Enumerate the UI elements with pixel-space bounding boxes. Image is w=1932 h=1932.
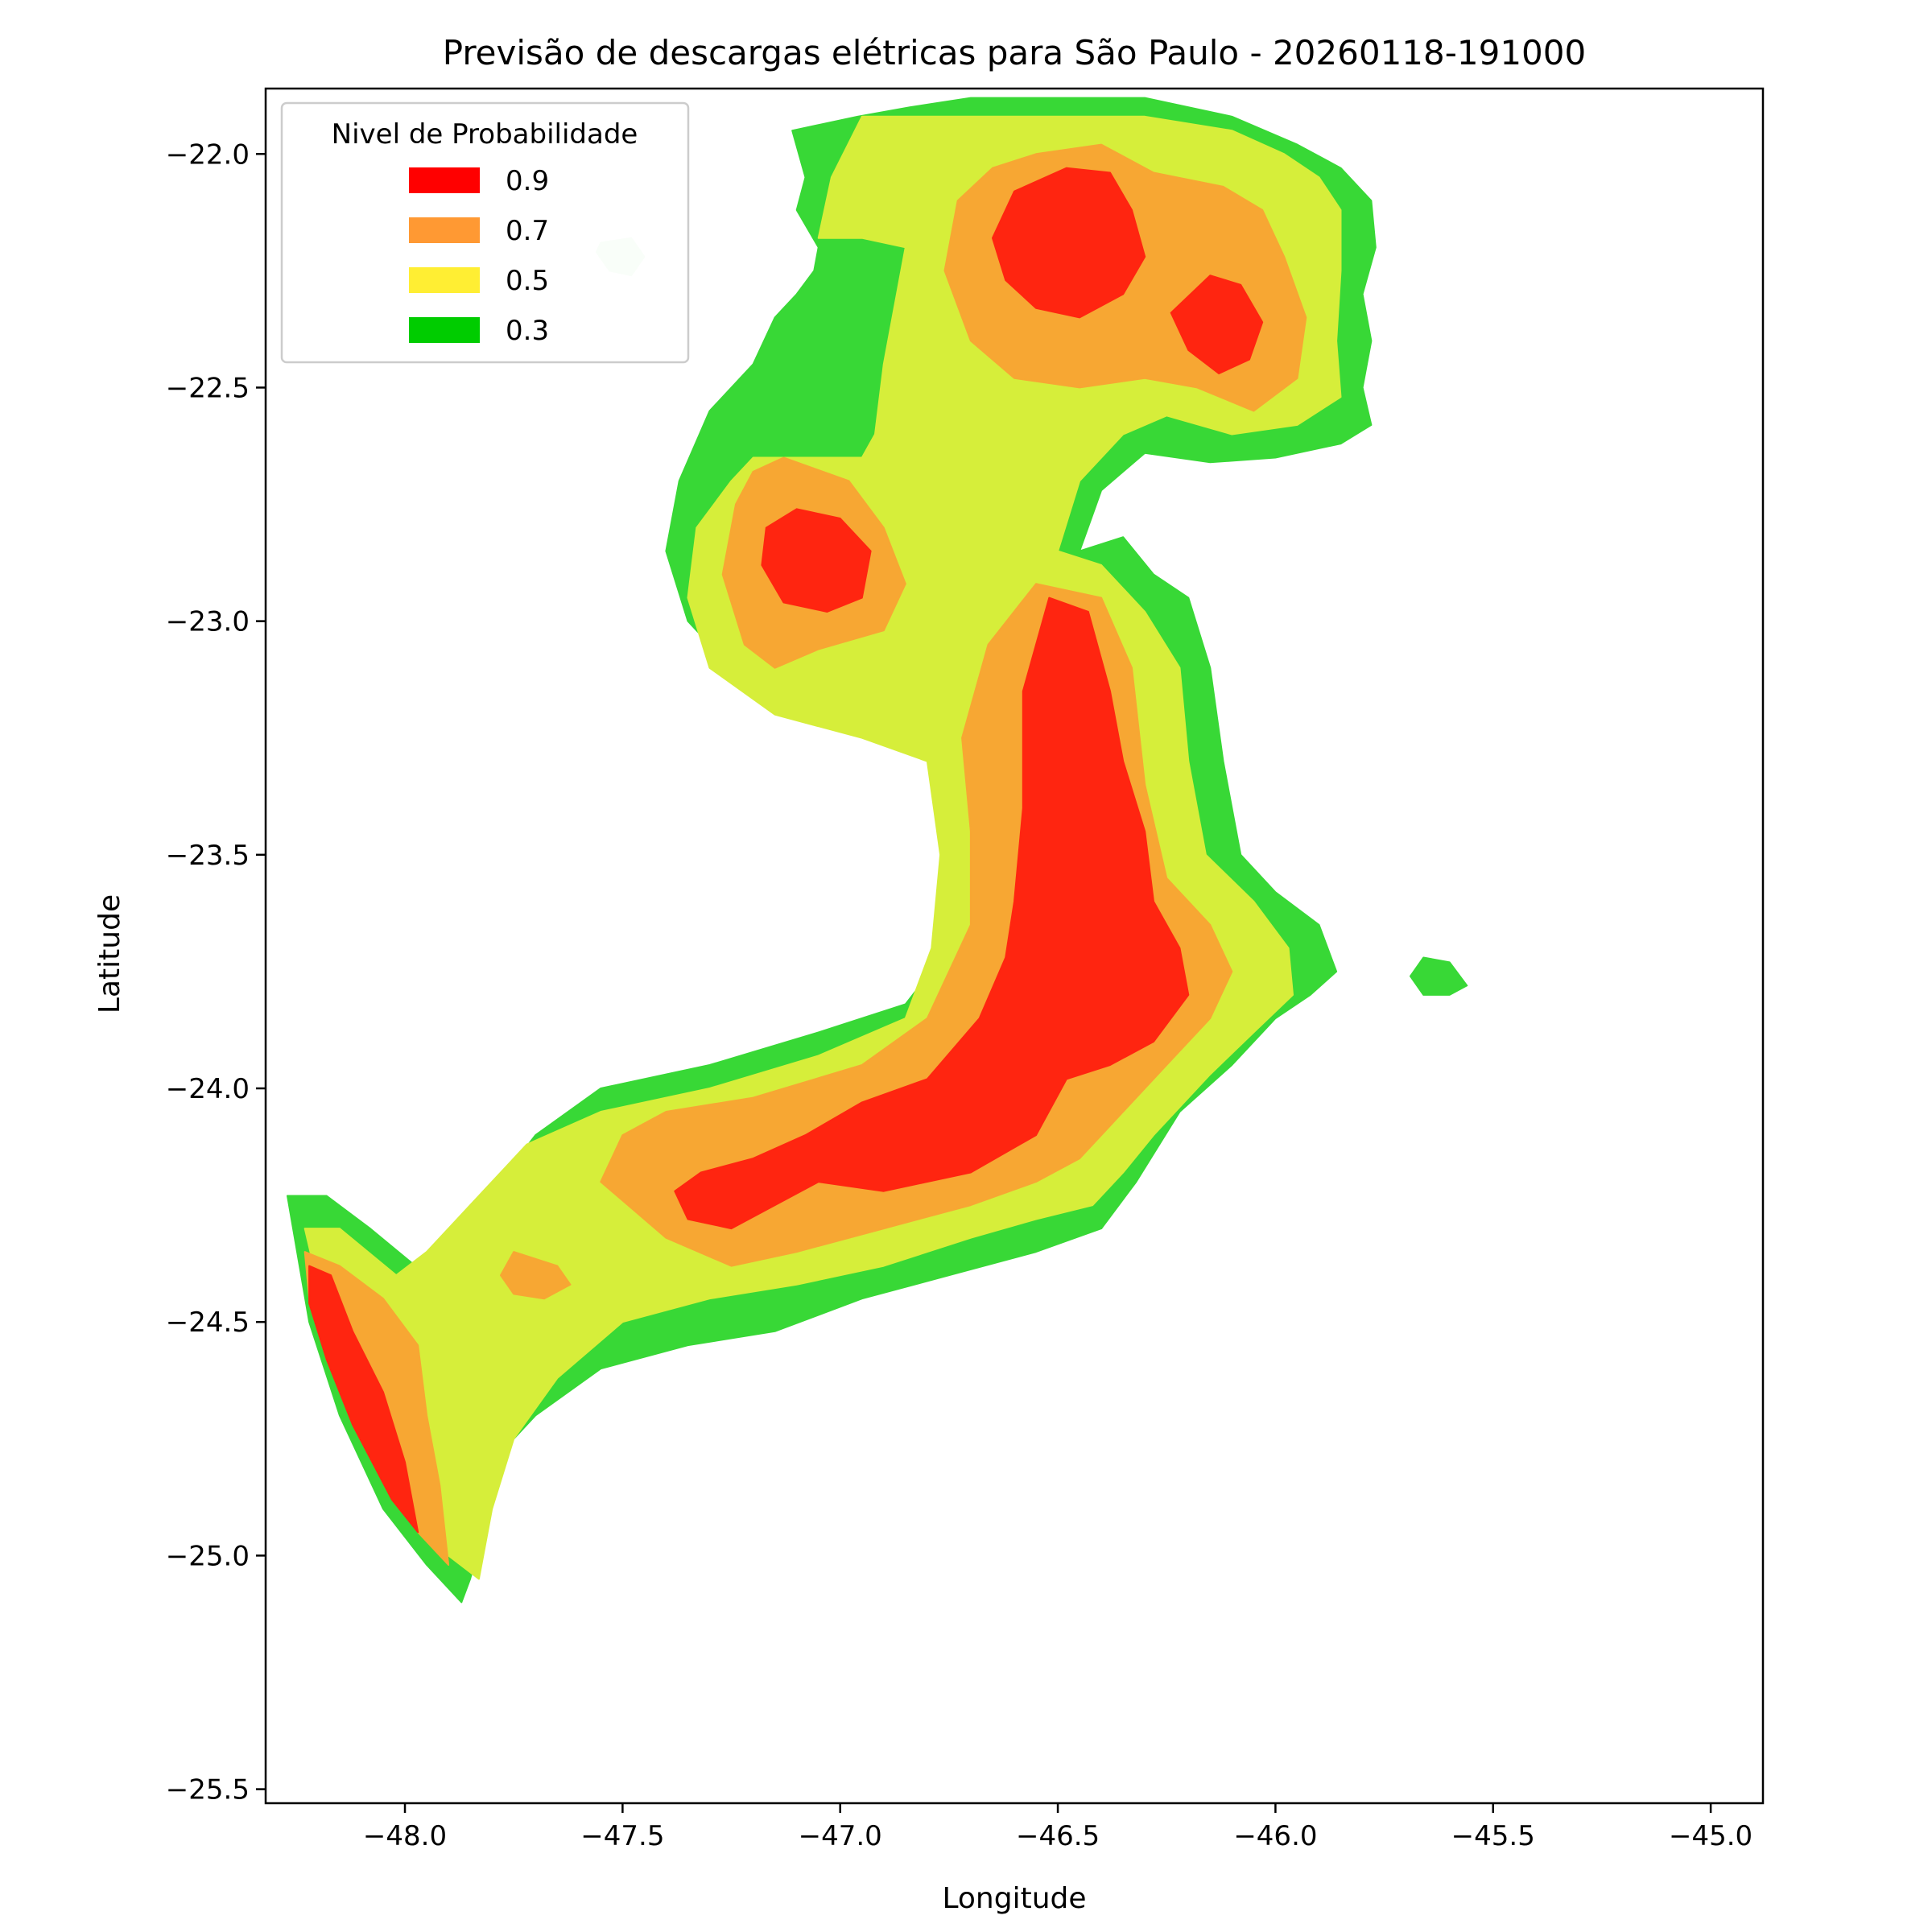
y-tick-label: −24.0 [166,1073,250,1105]
contour-fills [287,97,1468,1604]
y-tick-label: −22.0 [166,138,250,171]
y-tick-label: −23.5 [166,840,250,872]
contour-region-09-1 [1170,275,1264,374]
legend-label: 0.5 [506,265,549,297]
legend-label: 0.3 [506,315,549,347]
plot-frame [264,87,1765,1805]
legend-title: Nivel de Probabilidade [332,118,638,151]
contour-region-09-4 [308,1265,419,1534]
x-axis-label: Longitude [942,1882,1086,1915]
contour-region-09-0 [992,167,1146,319]
y-tick-label: −22.5 [166,372,250,404]
legend: Nivel de Probabilidade 0.9 0.7 0.5 0.3 [280,101,690,364]
legend-swatch [409,167,480,193]
y-tick-label: −25.0 [166,1540,250,1572]
y-tick-label: −24.5 [166,1307,250,1339]
x-tick-label: −48.0 [363,1820,447,1852]
contour-region-03-1 [1410,956,1468,996]
legend-swatch [409,217,480,243]
x-tick-label: −46.0 [1233,1820,1317,1852]
x-tick-label: −47.5 [580,1820,664,1852]
contour-region-05-0 [303,115,1342,1580]
x-axis: −48.0 −47.5 −47.0 −46.5 −46.0 −45.5 −45.0 [363,1803,1752,1852]
y-tick-label: −25.5 [166,1774,250,1806]
y-tick-label: −23.0 [166,606,250,638]
legend-box [280,101,690,364]
x-tick-label: −47.0 [799,1820,882,1852]
x-tick-label: −45.0 [1669,1820,1752,1852]
x-tick-label: −45.5 [1451,1820,1535,1852]
y-axis: −22.0 −22.5 −23.0 −23.5 −24.0 −24.5 −25.0 −25.5 [166,138,266,1806]
legend-swatch [409,317,480,343]
chart-title: Previsão de descargas elétricas para São… [443,33,1586,72]
legend-label: 0.9 [506,165,549,197]
x-tick-label: −46.5 [1016,1820,1100,1852]
contour-region-09-2 [761,508,872,613]
y-axis-label: Latitude [93,894,126,1013]
contour-region-09-3 [674,597,1190,1230]
contour-region-07-3 [500,1251,572,1300]
legend-swatch [409,267,480,293]
legend-label: 0.7 [506,215,549,247]
